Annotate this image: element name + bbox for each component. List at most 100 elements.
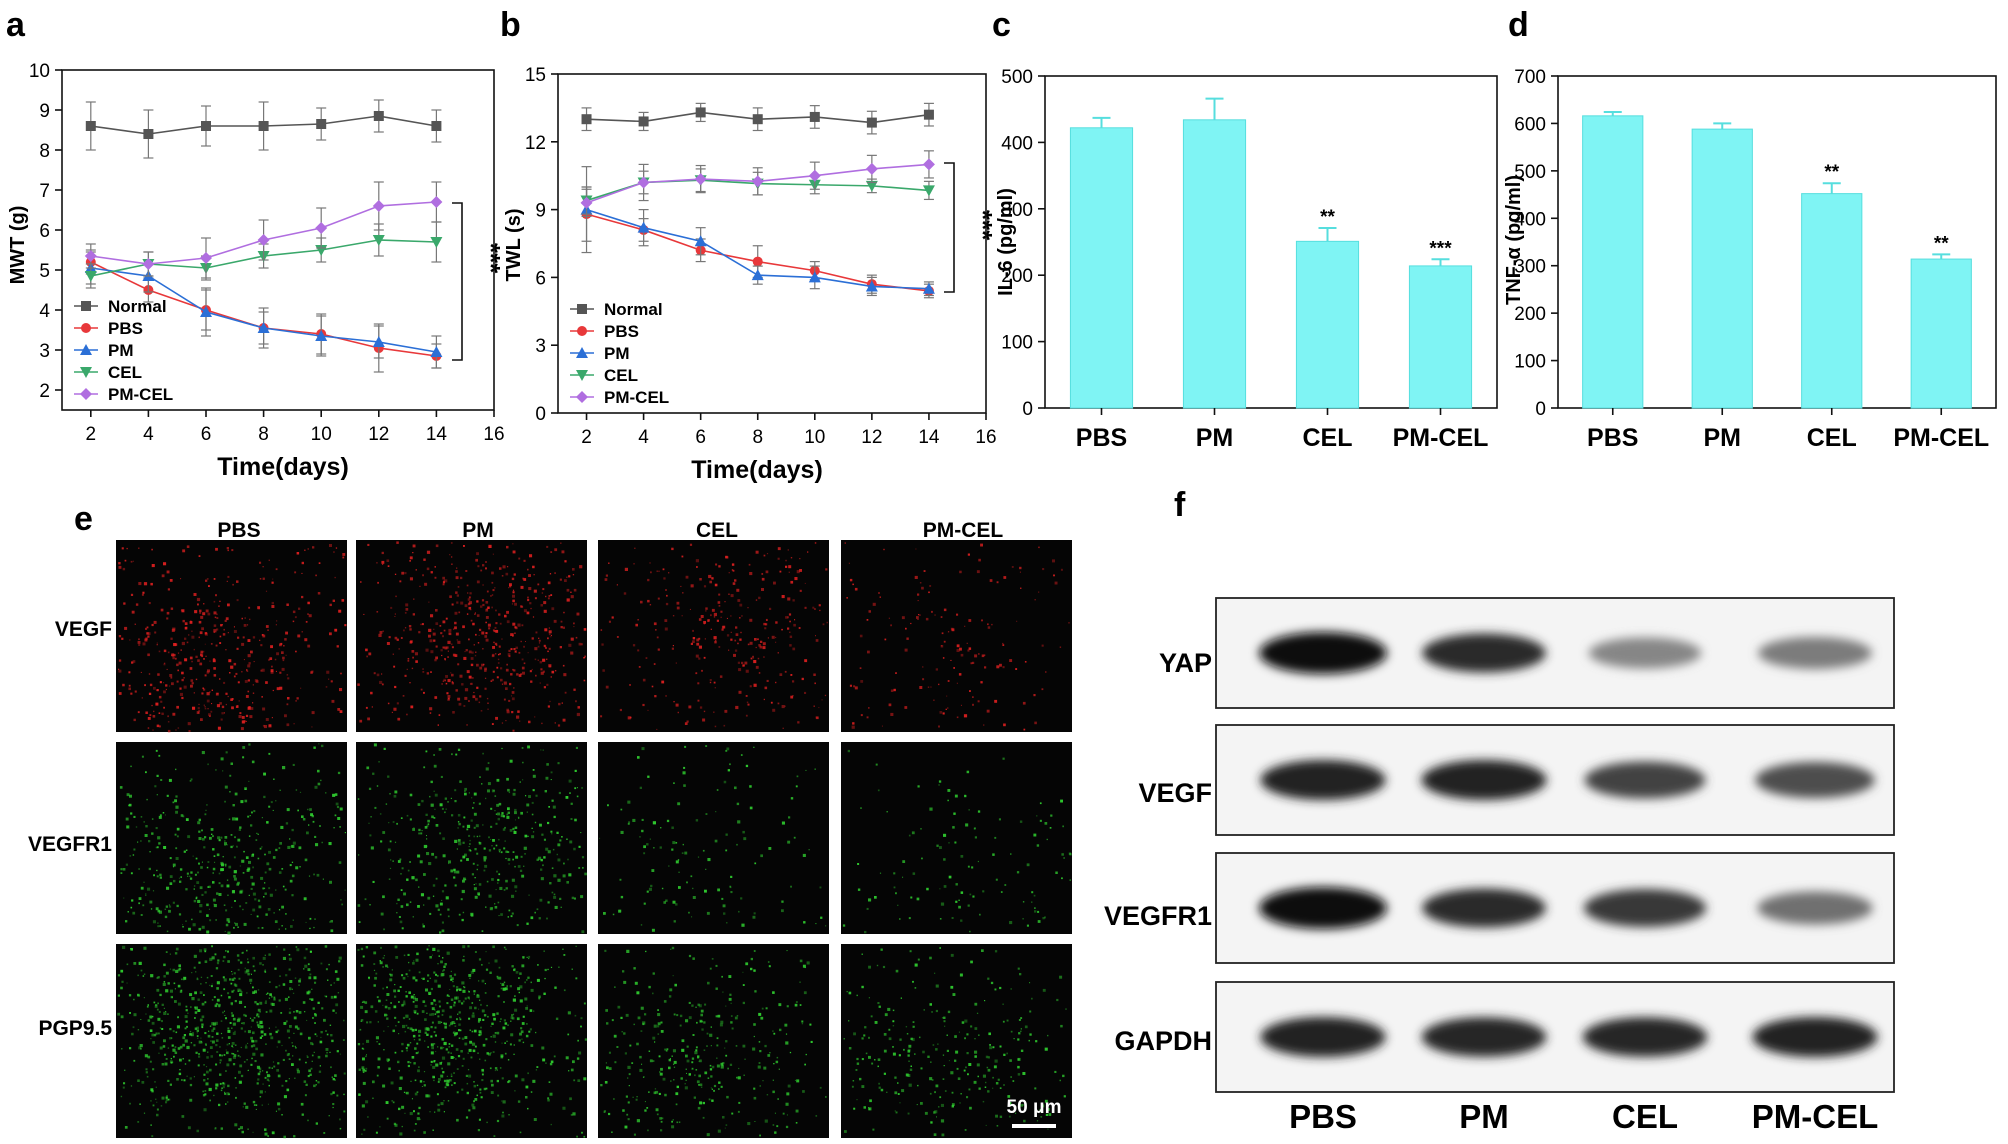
fluorescence-signal	[509, 583, 512, 587]
fluorescence-signal	[193, 593, 197, 596]
fluorescence-signal	[755, 665, 759, 669]
fluorescence-signal	[561, 550, 565, 554]
fluorescence-signal	[977, 1075, 979, 1078]
fluorescence-signal	[450, 869, 454, 873]
fluorescence-signal	[606, 1022, 609, 1025]
fluorescence-signal	[153, 1001, 156, 1004]
fluorescence-signal	[1029, 1010, 1032, 1013]
fluorescence-signal	[233, 875, 236, 878]
fluorescence-signal	[186, 641, 189, 644]
fluorescence-signal	[724, 601, 726, 603]
fluorescence-signal	[451, 681, 454, 683]
fluorescence-signal	[777, 1098, 779, 1100]
fluorescence-signal	[699, 1101, 703, 1105]
fluorescence-signal	[792, 680, 795, 683]
fluorescence-signal	[443, 1111, 445, 1113]
fluorescence-signal	[528, 574, 531, 577]
fluorescence-signal	[165, 1098, 169, 1102]
fluorescence-signal	[433, 764, 437, 768]
fluorescence-signal	[147, 653, 150, 657]
fluorescence-signal	[277, 1107, 281, 1111]
fluorescence-signal	[470, 619, 473, 622]
fluorescence-signal	[205, 1082, 209, 1086]
fluorescence-signal	[663, 901, 666, 904]
fluorescence-signal	[746, 701, 749, 704]
fluorescence-signal	[501, 1114, 505, 1118]
fluorescence-signal	[569, 792, 571, 794]
fluorescence-signal	[206, 578, 209, 580]
fluorescence-signal	[493, 847, 496, 850]
fluorescence-signal	[130, 812, 133, 815]
fluorescence-signal	[940, 902, 945, 906]
fluorescence-signal	[252, 991, 255, 994]
fluorescence-signal	[608, 1067, 612, 1070]
fluorescence-signal	[626, 1113, 629, 1116]
fluorescence-signal	[530, 981, 532, 984]
fluorescence-signal	[567, 1011, 571, 1015]
fluorescence-signal	[455, 753, 458, 756]
y-tick-label: 100	[1001, 333, 1033, 354]
fluorescence-signal	[264, 1076, 267, 1079]
fluorescence-signal	[450, 1022, 453, 1026]
fluorescence-signal	[860, 807, 862, 809]
fluorescence-signal	[216, 1051, 219, 1053]
fluorescence-signal	[478, 1008, 480, 1010]
fluorescence-signal	[904, 706, 908, 709]
fluorescence-signal	[404, 612, 407, 614]
data-point	[143, 129, 154, 139]
fluorescence-signal	[888, 1028, 891, 1031]
fluorescence-signal	[251, 1039, 254, 1043]
fluorescence-signal	[209, 1099, 211, 1102]
fluorescence-signal	[442, 583, 445, 586]
fluorescence-signal	[432, 1075, 435, 1079]
fluorescence-signal	[177, 1002, 181, 1006]
fluorescence-signal	[162, 812, 165, 814]
fluorescence-signal	[1007, 1095, 1011, 1098]
fluorescence-signal	[787, 840, 791, 844]
fluorescence-signal	[215, 967, 219, 970]
fluorescence-signal	[271, 1131, 275, 1135]
fluorescence-signal	[431, 954, 433, 956]
fluorescence-signal	[899, 1038, 902, 1041]
fluorescence-signal	[124, 626, 128, 630]
fluorescence-signal	[301, 595, 304, 599]
fluorescence-signal	[512, 1017, 515, 1020]
fluorescence-signal	[473, 1081, 475, 1083]
data-point	[694, 173, 707, 186]
y-tick-label: 9	[39, 101, 50, 122]
fluorescence-signal	[868, 898, 872, 902]
fluorescence-signal	[382, 1004, 384, 1006]
fluorescence-signal	[275, 670, 277, 672]
fluorescence-signal	[803, 991, 807, 995]
fluorescence-signal	[425, 988, 428, 992]
fluorescence-signal	[737, 661, 740, 664]
fluorescence-signal	[403, 1000, 406, 1003]
fluorescence-signal	[444, 797, 447, 800]
data-point	[637, 176, 650, 189]
fluorescence-signal	[230, 845, 233, 849]
fluorescence-signal	[409, 1042, 412, 1044]
fluorescence-signal	[296, 1070, 300, 1074]
fluorescence-signal	[237, 636, 240, 639]
fluorescence-signal	[1061, 877, 1063, 880]
fluorescence-signal	[506, 545, 509, 549]
fluorescence-signal	[955, 900, 958, 903]
fluorescence-signal	[413, 598, 415, 600]
fluorescence-signal	[938, 1106, 940, 1108]
fluorescence-signal	[434, 696, 438, 699]
fluorescence-signal	[639, 786, 642, 789]
data-point	[752, 114, 763, 125]
fluorescence-signal	[256, 832, 258, 834]
fluorescence-signal	[776, 1056, 779, 1059]
fluorescence-signal	[407, 869, 410, 872]
fluorescence-signal	[360, 1019, 364, 1022]
fluorescence-signal	[207, 1034, 211, 1038]
fluorescence-signal	[740, 631, 742, 634]
fluorescence-signal	[451, 673, 454, 677]
fluorescence-signal	[1022, 701, 1026, 705]
fluorescence-signal	[257, 1072, 261, 1076]
fluorescence-signal	[765, 570, 769, 574]
fluorescence-signal	[326, 670, 330, 674]
fluorescence-signal	[199, 904, 203, 908]
